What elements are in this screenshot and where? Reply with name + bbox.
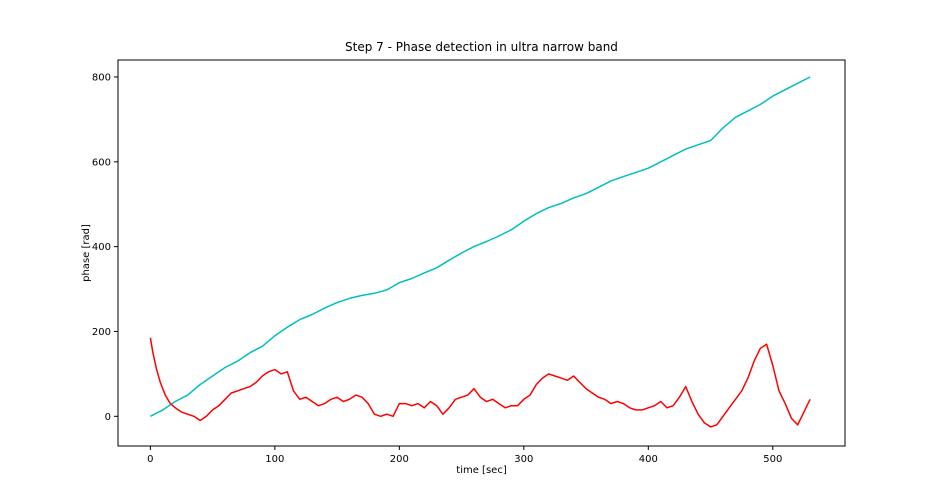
series-line-1 [150, 76, 811, 417]
y-tick-label: 200 [92, 327, 111, 338]
y-tick-label: 400 [92, 242, 111, 253]
x-tick-label: 100 [265, 454, 284, 465]
x-axis-label: time [sec] [456, 465, 507, 476]
series-line-2 [149, 337, 811, 428]
x-tick-label: 300 [514, 454, 533, 465]
x-tick-label: 200 [390, 454, 409, 465]
x-axis: 0 100 200 300 400 500 [147, 446, 782, 465]
y-tick-label: 0 [105, 412, 111, 423]
y-axis: 0 200 400 600 800 [92, 72, 118, 423]
y-tick-label: 800 [92, 72, 111, 83]
x-tick-label: 400 [639, 454, 658, 465]
chart-title: Step 7 - Phase detection in ultra narrow… [345, 40, 618, 54]
y-tick-label: 600 [92, 157, 111, 168]
plot-area [117, 59, 846, 447]
x-tick-label: 0 [147, 454, 153, 465]
y-axis-label: phase [rad] [81, 224, 92, 282]
series-layer [149, 76, 811, 428]
x-tick-label: 500 [763, 454, 782, 465]
